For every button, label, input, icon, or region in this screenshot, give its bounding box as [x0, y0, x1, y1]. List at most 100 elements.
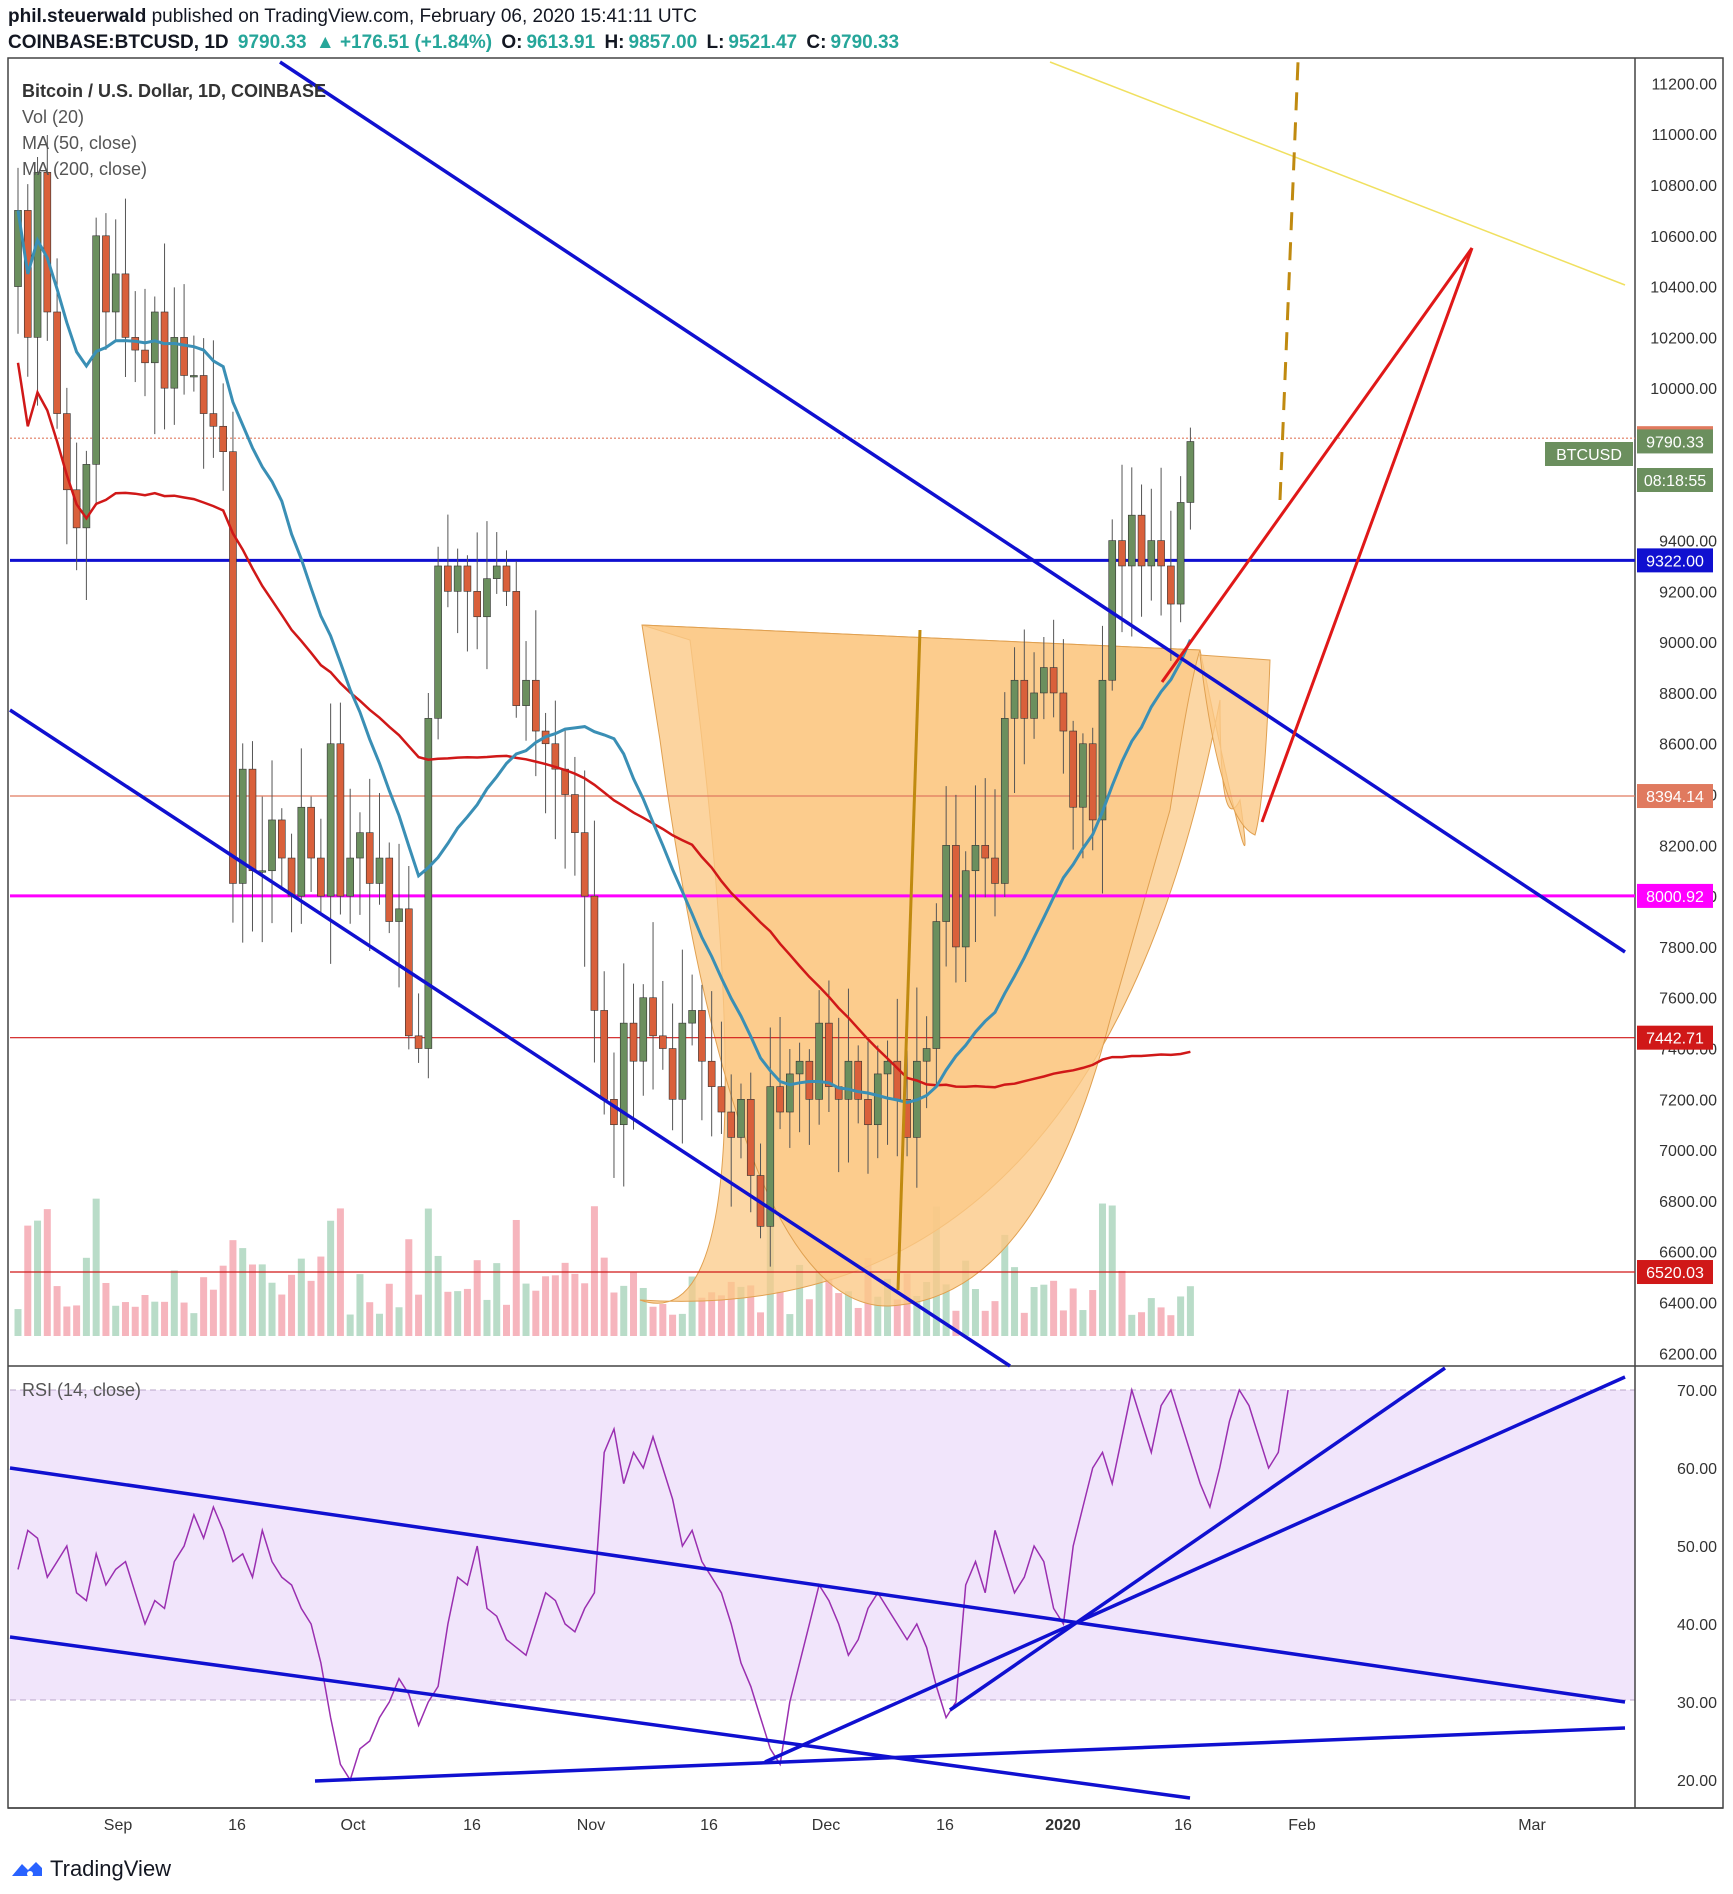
candle-body: [659, 1035, 667, 1049]
volume-bar: [53, 1286, 61, 1336]
candle-body: [483, 578, 491, 618]
candle-body: [727, 1111, 736, 1138]
candle-body: [629, 1022, 638, 1062]
candle-body: [952, 845, 960, 948]
rsi-line: [17, 1387, 1289, 1782]
rsi-tick: 50.00: [1677, 1539, 1717, 1556]
volume-bar: [170, 1270, 178, 1336]
low-label: L:: [706, 32, 725, 53]
volume-bar: [952, 1310, 960, 1336]
volume-bar: [141, 1294, 149, 1336]
price-tick: 6400.00: [1659, 1296, 1717, 1313]
symbol-info: COINBASE:BTCUSD, 1D: [8, 32, 229, 53]
legend-ma200[interactable]: MA (200, close): [22, 159, 148, 179]
rsi-tick: 70.00: [1677, 1383, 1717, 1400]
candle-body: [33, 171, 42, 338]
volume-bar: [131, 1306, 139, 1336]
volume-bar: [493, 1263, 501, 1336]
price-tick: 6800.00: [1659, 1194, 1717, 1211]
volume-bar: [678, 1313, 686, 1336]
volume-bar: [805, 1299, 813, 1336]
candle-body: [922, 1048, 931, 1062]
volume-bar: [151, 1301, 159, 1336]
volume-bar: [532, 1290, 540, 1336]
rsi-legend[interactable]: RSI (14, close): [22, 1380, 142, 1400]
volume-bar: [913, 1295, 921, 1336]
volume-bar: [415, 1294, 423, 1336]
rsi-trendlines: [9, 1366, 1626, 1800]
volume-bar: [1157, 1307, 1165, 1336]
close-value: 9790.33: [830, 32, 900, 53]
volume-bar: [1030, 1287, 1038, 1336]
candle-body: [365, 832, 374, 884]
candle-body: [619, 1022, 628, 1126]
candle-body: [942, 845, 950, 922]
volume-bar: [737, 1286, 745, 1336]
candle-body: [238, 768, 247, 884]
candle-body: [639, 997, 648, 1062]
volume-bar: [405, 1239, 413, 1336]
candle-body: [932, 921, 941, 1049]
level-badge: 8000.92: [1646, 889, 1704, 906]
x-tick: 16: [936, 1817, 954, 1834]
volume-bar: [385, 1283, 393, 1336]
volume-bar: [1177, 1296, 1185, 1336]
candle-body: [991, 857, 999, 884]
level-badge: 9322.00: [1646, 553, 1704, 570]
price-tick: 7000.00: [1659, 1143, 1717, 1160]
candle-body: [473, 591, 481, 618]
level-badge-bg: [1637, 784, 1713, 809]
lower-channel-line: [9, 708, 1011, 1368]
volume-bar: [747, 1285, 755, 1336]
rsi-line-5: [949, 1366, 1446, 1712]
footer-brand[interactable]: TradingView: [10, 1856, 171, 1882]
candle-body: [1020, 679, 1029, 719]
high-value: 9857.00: [628, 32, 698, 53]
volume-bar: [649, 1306, 657, 1336]
legend-ma50[interactable]: MA (50, close): [22, 133, 138, 153]
volume-bar: [356, 1274, 364, 1336]
price-tick: 9400.00: [1659, 534, 1717, 551]
price-tick: 8200.00: [1659, 838, 1717, 855]
volume-bar: [639, 1287, 647, 1336]
author-name[interactable]: phil.steuerwald: [8, 6, 147, 27]
rsi-line-1: [9, 1466, 1626, 1704]
volume-bar: [1011, 1267, 1019, 1336]
candle-body: [170, 337, 179, 389]
legend-vol[interactable]: Vol (20): [22, 107, 85, 127]
volume-bar: [190, 1313, 198, 1336]
publish-info: published on TradingView.com, February 0…: [151, 6, 697, 27]
volume-bar: [844, 1291, 852, 1336]
volume-bar: [180, 1302, 188, 1336]
x-tick: 16: [228, 1817, 246, 1834]
volume-bar: [581, 1283, 589, 1336]
low-value: 9521.47: [728, 32, 798, 53]
candle-body: [1118, 540, 1126, 567]
volume-bar: [14, 1309, 22, 1336]
volume-bar: [297, 1258, 305, 1336]
level-badge-bg: [1637, 1260, 1713, 1285]
candle-body: [209, 413, 218, 427]
volume-bar: [288, 1274, 296, 1336]
candle-body: [873, 1073, 882, 1126]
countdown-bg: [1637, 468, 1713, 492]
candle-body: [795, 1060, 804, 1075]
volume-bar: [786, 1314, 794, 1336]
symbol-badge: BTCUSD: [1556, 447, 1622, 464]
candle-body: [395, 908, 403, 922]
volume-bar: [463, 1288, 471, 1336]
volume-bar: [1186, 1286, 1194, 1336]
price-tick: 11200.00: [1651, 76, 1717, 93]
high-label: H:: [604, 32, 625, 53]
candle-body: [786, 1073, 794, 1113]
candle-body: [82, 464, 91, 529]
volume-bar: [757, 1312, 765, 1336]
tradingview-logo-icon: [12, 1862, 42, 1877]
price-legend: Bitcoin / U.S. Dollar, 1D, COINBASE Vol …: [22, 78, 326, 182]
volume-bar: [796, 1264, 804, 1336]
volume-bar: [1069, 1288, 1077, 1336]
candle-body: [277, 819, 286, 859]
volume-bar: [278, 1294, 286, 1336]
